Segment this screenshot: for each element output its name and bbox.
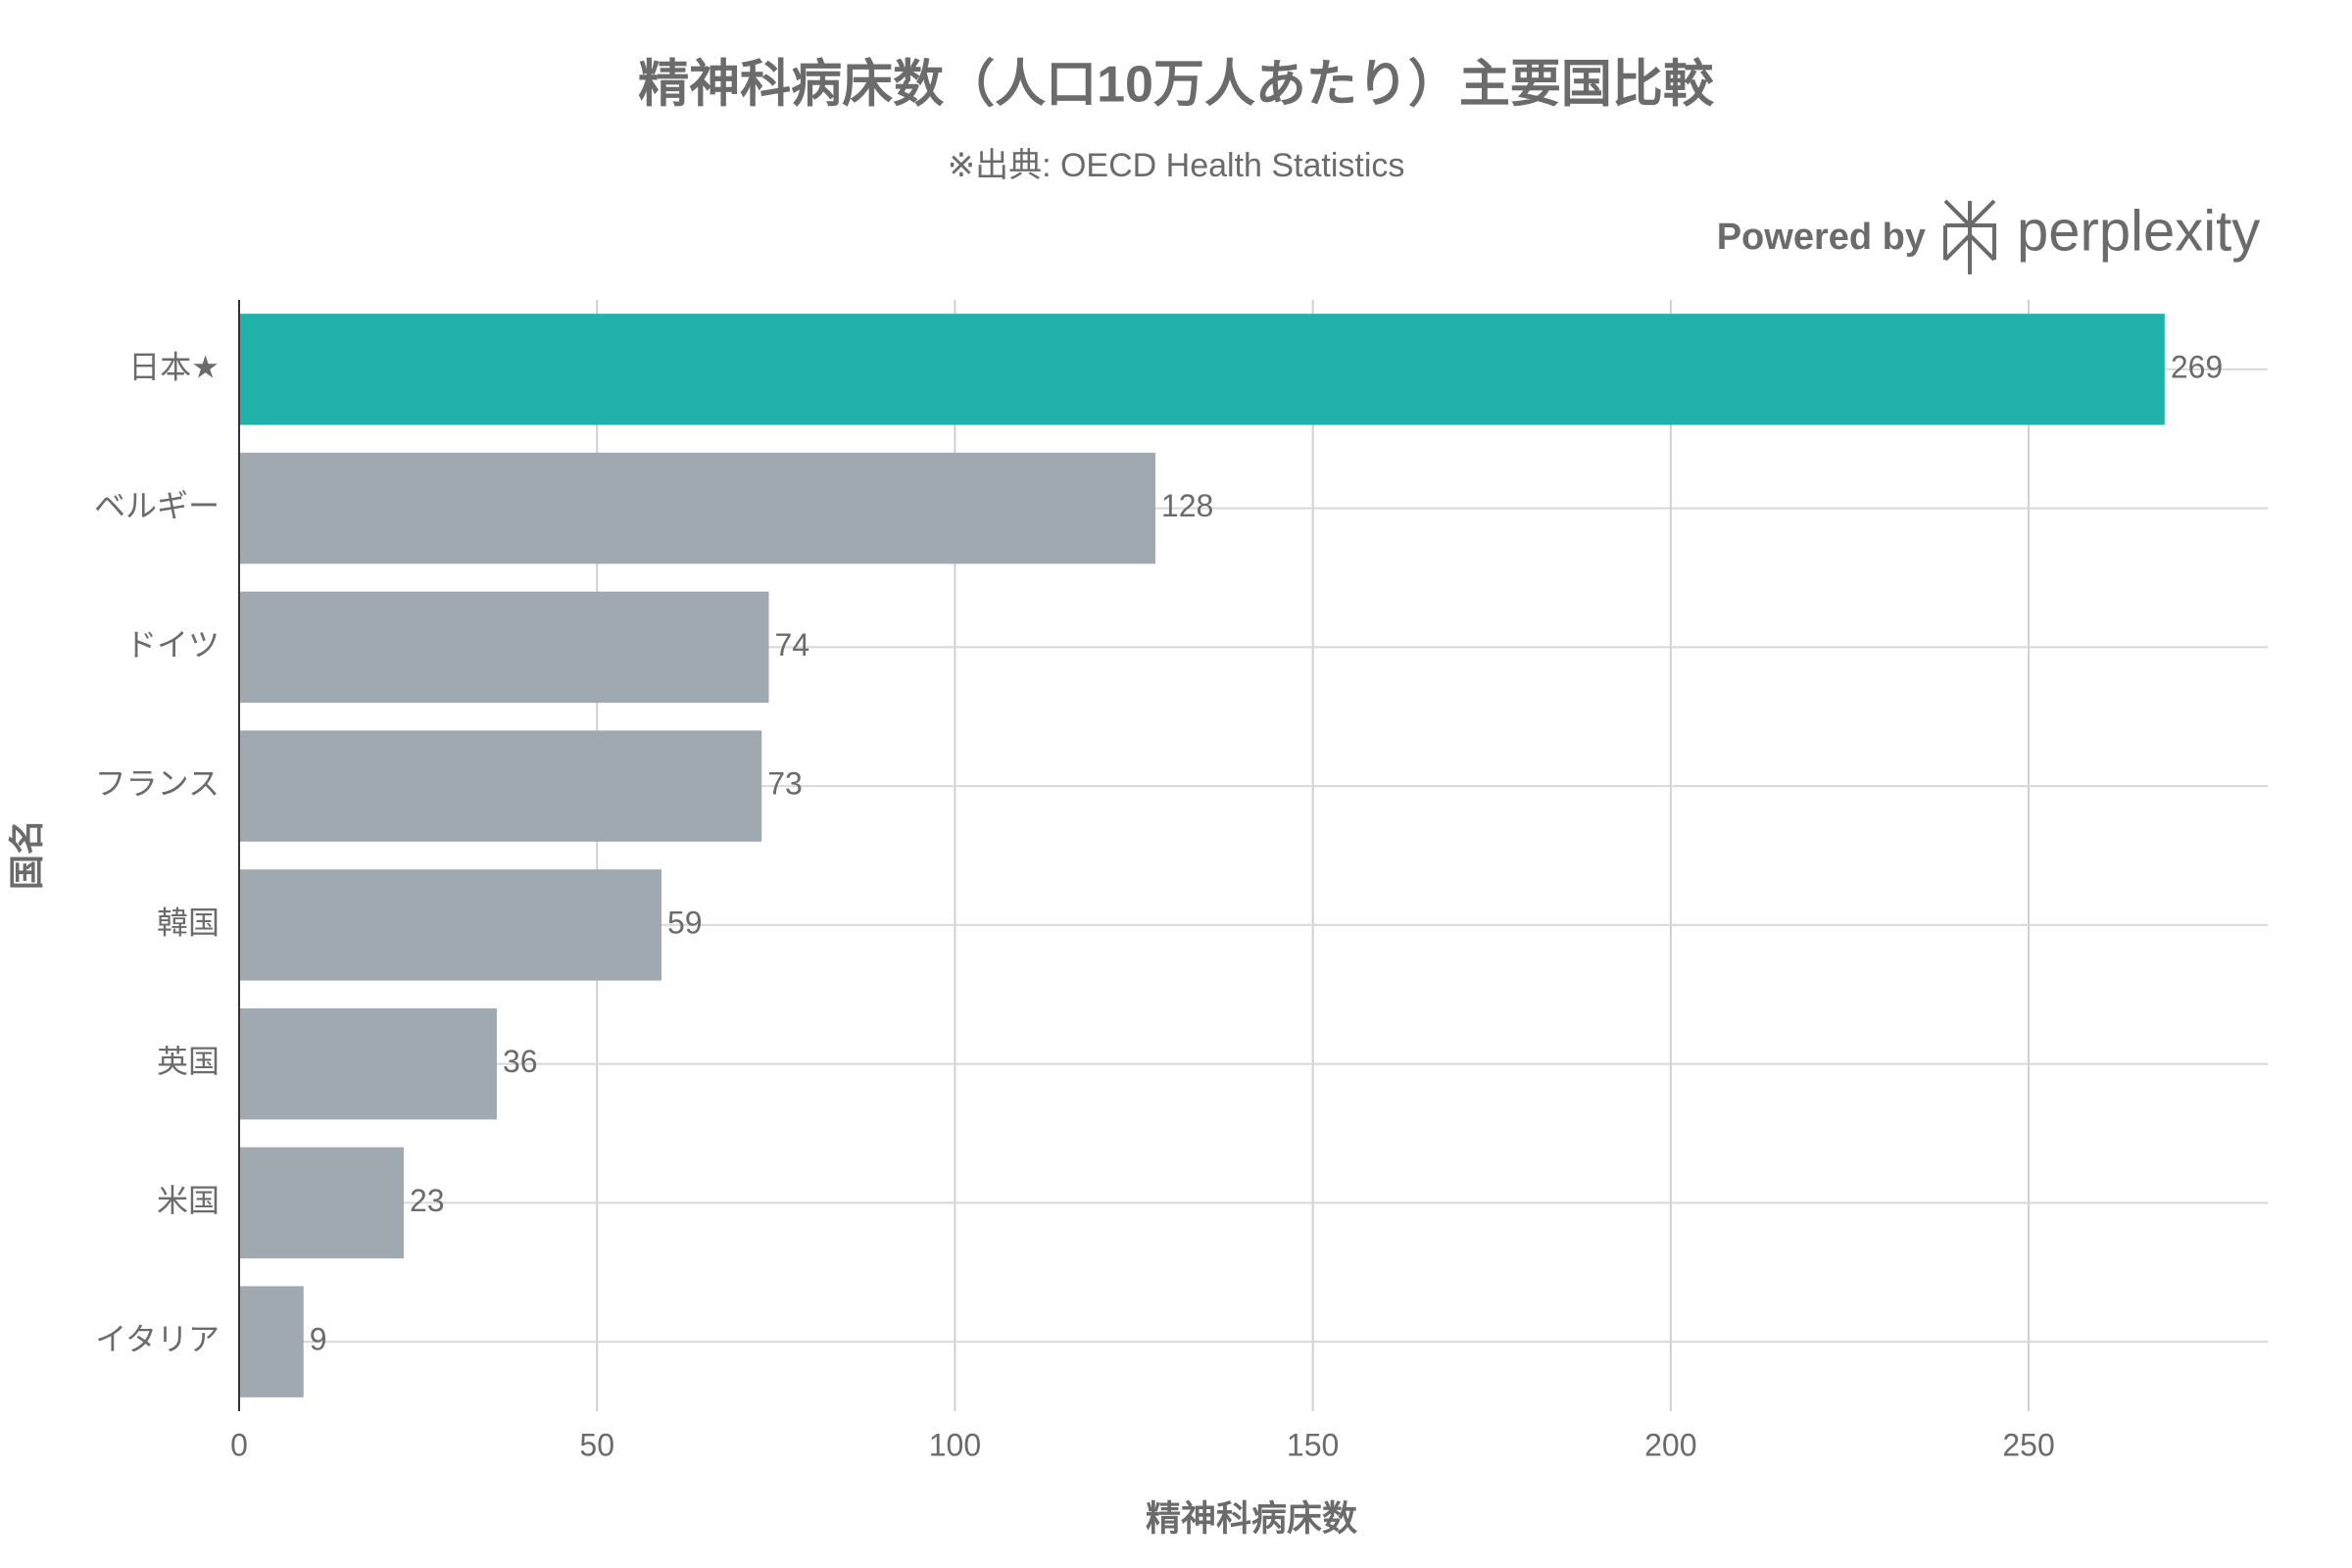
y-tick-label: イタリア bbox=[95, 1322, 220, 1357]
x-tick-label: 200 bbox=[1644, 1427, 1696, 1462]
watermark-brand: perplexity bbox=[2017, 199, 2260, 263]
y-tick-label: 米国 bbox=[157, 1183, 220, 1218]
watermark-prefix: Powered by bbox=[1717, 217, 1926, 258]
x-tick-label: 0 bbox=[230, 1427, 248, 1462]
x-axis-label: 精神科病床数 bbox=[1146, 1498, 1357, 1539]
bar bbox=[239, 591, 769, 704]
y-axis-label: 国名 bbox=[7, 819, 47, 890]
data-label: 23 bbox=[410, 1183, 445, 1218]
x-tick-label: 150 bbox=[1287, 1427, 1339, 1462]
chart-subtitle: ※出典: OECD Health Statistics bbox=[948, 147, 1405, 184]
bar bbox=[239, 730, 762, 842]
y-tick-label: フランス bbox=[95, 766, 220, 802]
y-tick-label: 韓国 bbox=[157, 905, 220, 940]
data-label: 73 bbox=[767, 766, 803, 802]
data-label: 36 bbox=[503, 1044, 538, 1079]
data-label: 269 bbox=[2171, 349, 2223, 384]
watermark-logo bbox=[1943, 199, 1996, 274]
bar bbox=[239, 869, 662, 981]
x-tick-label: 250 bbox=[2002, 1427, 2054, 1462]
chart-title: 精神科病床数（人口10万人あたり）主要国比較 bbox=[638, 57, 1715, 114]
data-label: 59 bbox=[667, 905, 703, 940]
y-tick-label: ドイツ bbox=[125, 627, 220, 662]
data-label: 9 bbox=[310, 1322, 327, 1357]
y-tick-label: ベルギー bbox=[94, 488, 220, 523]
data-label: 128 bbox=[1161, 488, 1213, 523]
bar bbox=[239, 1007, 497, 1120]
bar bbox=[239, 1147, 404, 1259]
x-tick-label: 50 bbox=[579, 1427, 614, 1462]
bar bbox=[239, 452, 1155, 564]
bar bbox=[239, 314, 2165, 425]
y-tick-label: 英国 bbox=[157, 1044, 220, 1079]
data-label: 74 bbox=[775, 627, 810, 662]
y-tick-label: 日本★ bbox=[128, 349, 220, 384]
x-tick-label: 100 bbox=[929, 1427, 981, 1462]
bar bbox=[239, 1286, 304, 1397]
